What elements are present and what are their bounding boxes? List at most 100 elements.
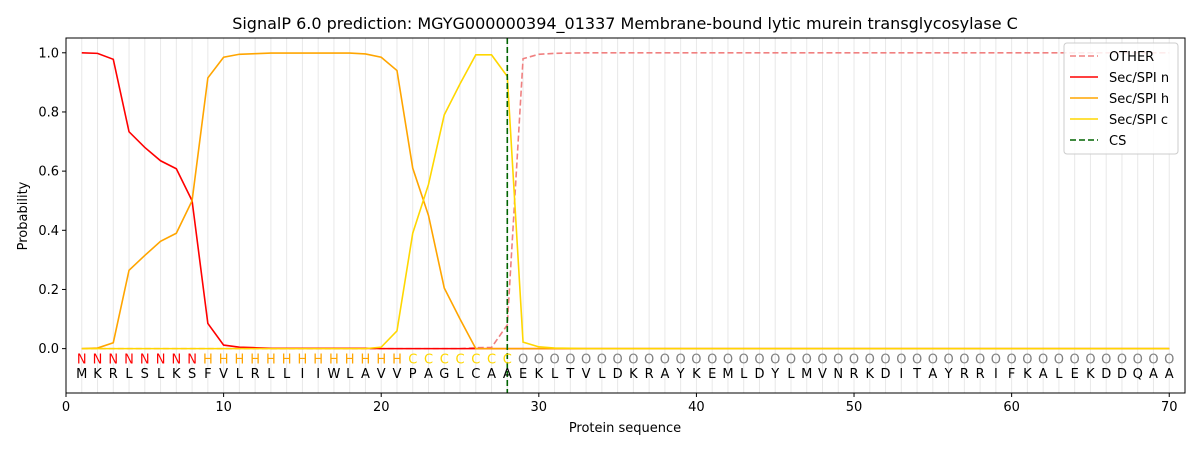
residue-letter: K <box>93 367 102 382</box>
region-label: H <box>392 352 402 367</box>
region-label: O <box>754 352 764 367</box>
region-label: O <box>991 352 1001 367</box>
residue-letter: D <box>1117 367 1127 382</box>
residue-letter: L <box>551 367 559 382</box>
residue-letter: K <box>1086 367 1095 382</box>
residue-letter: E <box>708 367 716 382</box>
region-label: O <box>739 352 749 367</box>
region-label: O <box>628 352 638 367</box>
region-label: O <box>1148 352 1158 367</box>
x-tick-label: 30 <box>531 400 548 415</box>
residue-letter: K <box>692 367 701 382</box>
residue-letter: K <box>535 367 544 382</box>
region-label: O <box>1070 352 1080 367</box>
region-label: H <box>219 352 229 367</box>
residue-letter: R <box>251 367 260 382</box>
region-label: O <box>880 352 890 367</box>
residue-letter: A <box>1165 367 1174 382</box>
region-label: O <box>660 352 670 367</box>
residue-letter: I <box>300 367 304 382</box>
residue-letter: D <box>881 367 891 382</box>
region-label: O <box>549 352 559 367</box>
residue-letter: D <box>1101 367 1111 382</box>
region-label: O <box>1085 352 1095 367</box>
region-label: N <box>187 352 197 367</box>
region-label: C <box>440 352 449 367</box>
x-tick-label: 50 <box>846 400 863 415</box>
region-label: O <box>597 352 607 367</box>
residue-letter: V <box>393 367 402 382</box>
residue-letter: A <box>1039 367 1048 382</box>
region-label: O <box>723 352 733 367</box>
region-label: O <box>1117 352 1127 367</box>
region-label: O <box>1054 352 1064 367</box>
y-tick-label: 0.2 <box>38 283 59 298</box>
region-label: O <box>676 352 686 367</box>
residue-letter: I <box>899 367 903 382</box>
residue-letter: Y <box>770 367 779 382</box>
region-label: O <box>802 352 812 367</box>
residue-letter: L <box>456 367 464 382</box>
grid-lines <box>81 38 1170 393</box>
legend-box <box>1063 42 1179 155</box>
residue-letter: L <box>283 367 291 382</box>
residue-letter: E <box>1071 367 1079 382</box>
region-label: H <box>376 352 386 367</box>
residue-letter: F <box>1008 367 1015 382</box>
y-tick-label: 0.0 <box>38 342 59 357</box>
region-label: O <box>943 352 953 367</box>
region-label: O <box>959 352 969 367</box>
y-tick-label: 1.0 <box>38 46 59 61</box>
residue-letter: L <box>1055 367 1063 382</box>
residue-letter: D <box>754 367 764 382</box>
region-label: C <box>487 352 496 367</box>
region-label: O <box>1038 352 1048 367</box>
region-label: C <box>455 352 464 367</box>
residue-letter: G <box>439 367 449 382</box>
residue-letter: R <box>850 367 859 382</box>
residue-letter: R <box>976 367 985 382</box>
series-lines <box>81 51 1170 350</box>
residue-letter: V <box>582 367 591 382</box>
region-label: N <box>156 352 166 367</box>
residue-letter: I <box>316 367 320 382</box>
residue-letter: A <box>361 367 370 382</box>
residue-letter: Y <box>676 367 685 382</box>
residue-letter: A <box>487 367 496 382</box>
residue-letter: C <box>471 367 480 382</box>
residue-letter: P <box>409 367 417 382</box>
residue-letter: R <box>645 367 654 382</box>
region-label: O <box>817 352 827 367</box>
series-line-sec-spi-c <box>81 54 1170 350</box>
residue-letter: I <box>994 367 998 382</box>
region-label: H <box>345 352 355 367</box>
legend-label: Sec/SPI h <box>1109 92 1169 107</box>
residue-letter: M <box>801 367 812 382</box>
x-tick-label: 0 <box>62 400 70 415</box>
residue-letter: S <box>141 367 149 382</box>
residue-letter: A <box>1149 367 1158 382</box>
residue-letter: L <box>267 367 275 382</box>
region-label: H <box>298 352 308 367</box>
region-label: N <box>124 352 134 367</box>
region-label: H <box>329 352 339 367</box>
x-axis-ticks: 0 10 20 30 40 50 60 70 <box>62 393 1178 415</box>
x-tick-label: 60 <box>1003 400 1020 415</box>
residue-letter: K <box>629 367 638 382</box>
region-label: O <box>707 352 717 367</box>
region-label: C <box>408 352 417 367</box>
residue-letter: L <box>740 367 748 382</box>
region-label: O <box>896 352 906 367</box>
residue-letter: M <box>722 367 733 382</box>
region-label: O <box>691 352 701 367</box>
residue-letter: T <box>912 367 921 382</box>
residue-letter: W <box>327 367 340 382</box>
residue-letter: L <box>125 367 133 382</box>
residue-letter: T <box>565 367 574 382</box>
region-label: O <box>1101 352 1111 367</box>
region-label: O <box>581 352 591 367</box>
series-line-sec-spi-n <box>81 51 1170 350</box>
residue-letter: M <box>76 367 87 382</box>
region-label: O <box>865 352 875 367</box>
